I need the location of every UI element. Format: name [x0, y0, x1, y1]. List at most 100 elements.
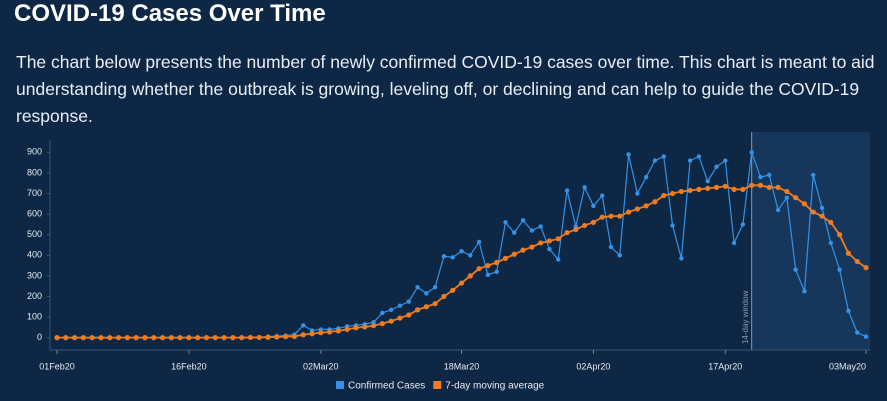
- data-point: [696, 154, 702, 159]
- y-tick-label: 100: [27, 311, 42, 321]
- data-point: [309, 331, 315, 337]
- data-point: [63, 335, 69, 341]
- data-point: [494, 269, 499, 274]
- data-point: [573, 226, 579, 233]
- data-point: [863, 334, 869, 339]
- data-point: [723, 158, 728, 163]
- y-tick-label: 700: [27, 188, 42, 198]
- legend-label: 7-day moving average: [445, 381, 544, 392]
- data-point: [582, 222, 588, 229]
- data-point: [142, 335, 148, 341]
- data-point: [380, 310, 385, 316]
- data-point: [679, 256, 684, 261]
- data-point: [696, 186, 702, 193]
- data-point: [424, 291, 429, 296]
- window-label: 14-day window: [741, 290, 750, 344]
- data-point: [256, 334, 262, 341]
- data-point: [740, 222, 746, 227]
- data-point: [230, 335, 236, 341]
- data-point: [617, 253, 622, 258]
- data-point: [582, 185, 587, 190]
- data-point: [397, 315, 403, 321]
- data-point: [837, 267, 842, 272]
- data-point: [661, 154, 666, 159]
- data-point: [168, 335, 174, 341]
- data-point: [520, 247, 526, 253]
- data-point: [511, 251, 517, 257]
- data-point: [591, 203, 596, 209]
- data-point: [784, 188, 790, 195]
- data-point: [599, 214, 605, 220]
- data-point: [529, 244, 535, 250]
- data-point: [669, 190, 676, 197]
- data-point: [133, 335, 139, 341]
- data-point: [502, 255, 509, 261]
- data-point: [423, 304, 429, 310]
- data-point: [740, 186, 746, 193]
- data-point: [802, 289, 807, 294]
- data-point: [406, 299, 411, 304]
- data-point: [89, 335, 95, 341]
- x-tick-label: 02Apr20: [576, 361, 610, 371]
- data-point: [397, 303, 403, 308]
- data-point: [757, 182, 764, 188]
- data-point: [195, 335, 201, 341]
- data-point: [432, 285, 438, 290]
- data-point: [467, 273, 473, 279]
- data-point: [80, 335, 86, 341]
- data-point: [599, 193, 605, 198]
- data-point: [441, 293, 447, 300]
- data-point: [555, 236, 561, 242]
- data-point: [159, 335, 166, 341]
- data-point: [370, 323, 377, 329]
- description: The chart below presents the number of n…: [16, 52, 875, 126]
- data-point: [441, 254, 447, 259]
- data-point: [784, 195, 790, 200]
- data-point: [608, 213, 614, 219]
- data-point: [388, 307, 394, 313]
- data-point: [476, 239, 482, 245]
- data-point: [379, 321, 385, 327]
- legend-swatch: [336, 381, 344, 389]
- data-point: [414, 307, 421, 313]
- data-point: [687, 187, 693, 194]
- data-point: [854, 258, 860, 265]
- y-tick-label: 300: [27, 270, 42, 280]
- data-point: [855, 330, 860, 335]
- y-tick-label: 200: [27, 291, 42, 301]
- data-point: [793, 267, 798, 272]
- data-point: [485, 272, 491, 278]
- page-title: COVID-19 Cases Over Time: [14, 0, 326, 27]
- data-point: [538, 240, 544, 246]
- data-point: [749, 150, 754, 155]
- data-point: [485, 262, 491, 269]
- data-point: [503, 220, 508, 225]
- data-point: [713, 184, 720, 190]
- data-point: [450, 287, 456, 293]
- data-point: [810, 209, 816, 215]
- data-point: [635, 191, 640, 196]
- x-tick-label: 16Feb20: [171, 361, 207, 371]
- data-point: [775, 207, 781, 213]
- data-point: [318, 330, 324, 336]
- data-point: [670, 223, 675, 228]
- x-tick-label: 18Mar20: [444, 361, 480, 371]
- data-point: [344, 326, 350, 333]
- data-point: [590, 219, 597, 225]
- data-point: [687, 158, 693, 163]
- data-point: [731, 186, 737, 193]
- data-point: [388, 318, 394, 324]
- data-point: [546, 238, 553, 244]
- data-point: [415, 285, 420, 290]
- data-point: [265, 334, 271, 340]
- data-point: [432, 301, 438, 307]
- data-point: [564, 230, 570, 236]
- data-point: [406, 312, 412, 318]
- data-point: [203, 335, 210, 341]
- data-point: [221, 335, 227, 341]
- data-point: [828, 219, 834, 225]
- data-point: [353, 325, 359, 331]
- data-point: [837, 232, 843, 238]
- data-point: [326, 329, 333, 335]
- data-point: [458, 280, 465, 286]
